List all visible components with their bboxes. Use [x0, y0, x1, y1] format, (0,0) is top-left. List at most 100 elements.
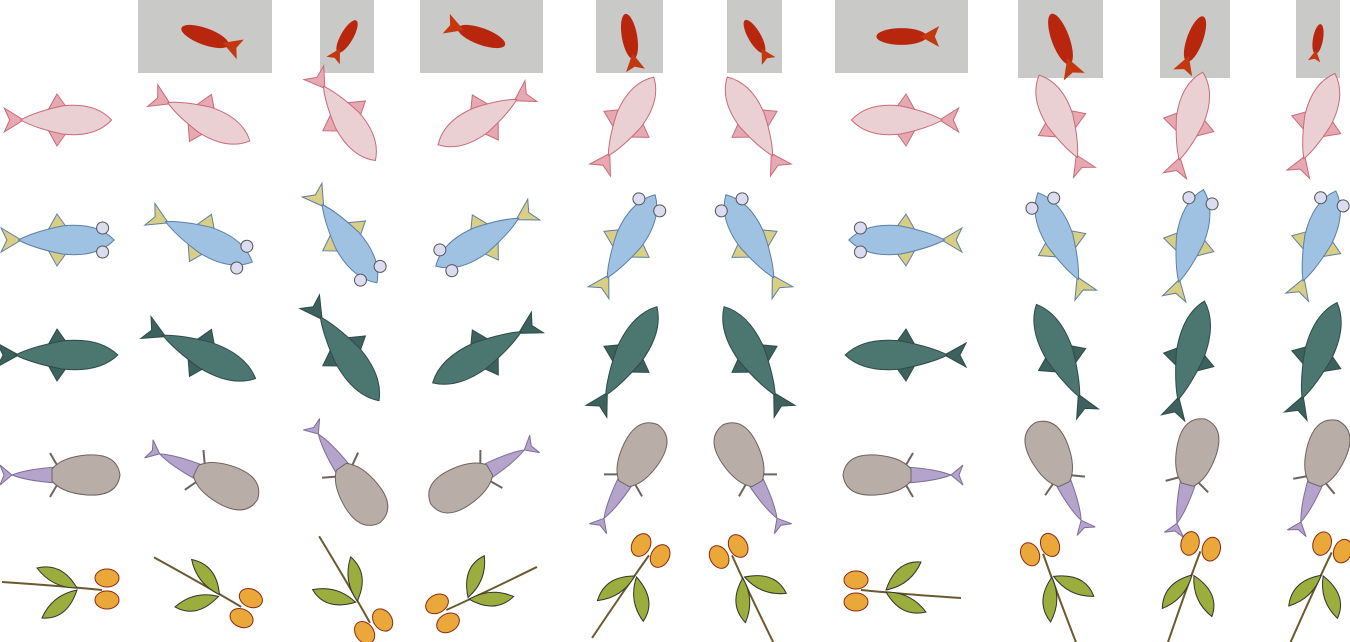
flower-bud: [1332, 538, 1350, 564]
blue-fish-body: [435, 217, 520, 269]
goldfish: [181, 24, 244, 60]
squid: [589, 422, 668, 535]
flower-bud: [238, 588, 263, 609]
green-fish: [1160, 300, 1215, 423]
goldfish-tail: [1307, 50, 1321, 63]
green-fish-tail: [298, 293, 323, 321]
squid: [144, 439, 260, 511]
goldfish: [1173, 16, 1207, 77]
blue-fish: [1025, 191, 1099, 302]
squid-tail: [1164, 477, 1198, 538]
flower-bud: [94, 568, 120, 588]
squid-tail: [589, 474, 635, 535]
goldfish-body: [876, 28, 927, 45]
flower-branch: [591, 533, 671, 639]
flower-stem: [445, 566, 538, 611]
goldfish: [876, 26, 940, 47]
flower-leaf: [36, 566, 78, 589]
pink-fish: [1035, 74, 1097, 180]
goldfish: [743, 19, 776, 65]
green-fish-body: [432, 331, 523, 385]
squid-legs: [49, 452, 58, 498]
pink-fish-tail: [3, 106, 25, 134]
fish-eye: [240, 239, 254, 253]
green-fish-tail: [1076, 393, 1101, 421]
green-fish-tail: [139, 314, 167, 339]
flower-stem: [153, 556, 242, 608]
flower-stem: [1289, 551, 1333, 642]
green-fish-tail: [1160, 395, 1186, 423]
squid-legs: [322, 452, 360, 479]
squid: [1287, 419, 1350, 538]
goldfish: [326, 20, 358, 65]
goldfish-tail: [626, 53, 645, 73]
squid: [428, 435, 541, 514]
flower-branch: [1, 566, 120, 619]
flower-branch: [425, 554, 538, 634]
flower-leaf: [735, 577, 751, 624]
squid-head: [713, 422, 765, 488]
flower-bud: [843, 592, 869, 612]
squid-tail: [144, 439, 205, 481]
squid-tail: [1287, 476, 1325, 538]
squid-head: [842, 454, 912, 496]
fish-eye: [1336, 199, 1350, 213]
flower-leaf: [190, 558, 221, 596]
green-fish-body: [1300, 301, 1342, 400]
blue-fish-body: [1175, 188, 1211, 284]
green-fish: [298, 293, 381, 402]
flower-bud: [1201, 536, 1222, 562]
flower-bud: [425, 593, 449, 615]
blue-fish-body: [1301, 190, 1341, 282]
pink-fish-body: [19, 104, 113, 136]
goldfish-tail: [1063, 57, 1085, 81]
squid-legs: [1165, 476, 1209, 493]
squid-head: [1175, 418, 1220, 487]
green-fish: [139, 314, 257, 382]
green-fish-tail: [517, 310, 546, 334]
flower-leaf: [1322, 574, 1341, 620]
squid-tail: [1054, 475, 1096, 536]
squid-legs: [184, 449, 206, 491]
flower-stem: [731, 554, 776, 642]
pink-fish-tail: [588, 152, 612, 178]
blue-fish-body: [723, 194, 775, 279]
fish-eye: [353, 273, 367, 287]
blue-fish: [586, 192, 667, 301]
green-fish-body: [722, 306, 776, 397]
fish-eye: [445, 264, 459, 278]
fish-eye: [1025, 201, 1039, 215]
green-fish-tail: [0, 344, 20, 366]
flower-stem: [1165, 551, 1202, 642]
pink-fish: [302, 64, 377, 162]
squid-legs: [1293, 475, 1336, 495]
blue-fish: [300, 181, 387, 287]
green-fish-tail: [943, 341, 968, 369]
squid-tail: [303, 418, 352, 477]
blue-fish-tail: [940, 226, 964, 254]
fish-eye: [1047, 191, 1061, 205]
flower-bud: [708, 545, 730, 569]
goldfish-tail: [761, 48, 776, 65]
fish-eye: [373, 259, 387, 273]
blue-fish-tail: [1284, 277, 1310, 303]
flower-branch: [708, 534, 788, 642]
goldfish-body: [457, 24, 506, 49]
flower-leaf: [347, 556, 363, 603]
fish-eye: [632, 192, 646, 206]
pink-fish-tail: [1161, 156, 1188, 181]
squid-head: [192, 462, 260, 511]
pink-fish: [1161, 71, 1215, 181]
flower-leaf: [1042, 576, 1058, 623]
flower-stem: [591, 554, 650, 639]
pink-fish-body: [724, 76, 774, 157]
pink-fish: [850, 93, 960, 147]
blue-fish-tail: [771, 274, 795, 301]
flower-leaf: [1193, 574, 1215, 618]
flower-branch: [843, 561, 962, 614]
squid-legs: [738, 473, 778, 497]
flower-bud: [843, 570, 869, 590]
goldfish-body: [1048, 13, 1073, 65]
pink-fish: [1285, 72, 1342, 180]
